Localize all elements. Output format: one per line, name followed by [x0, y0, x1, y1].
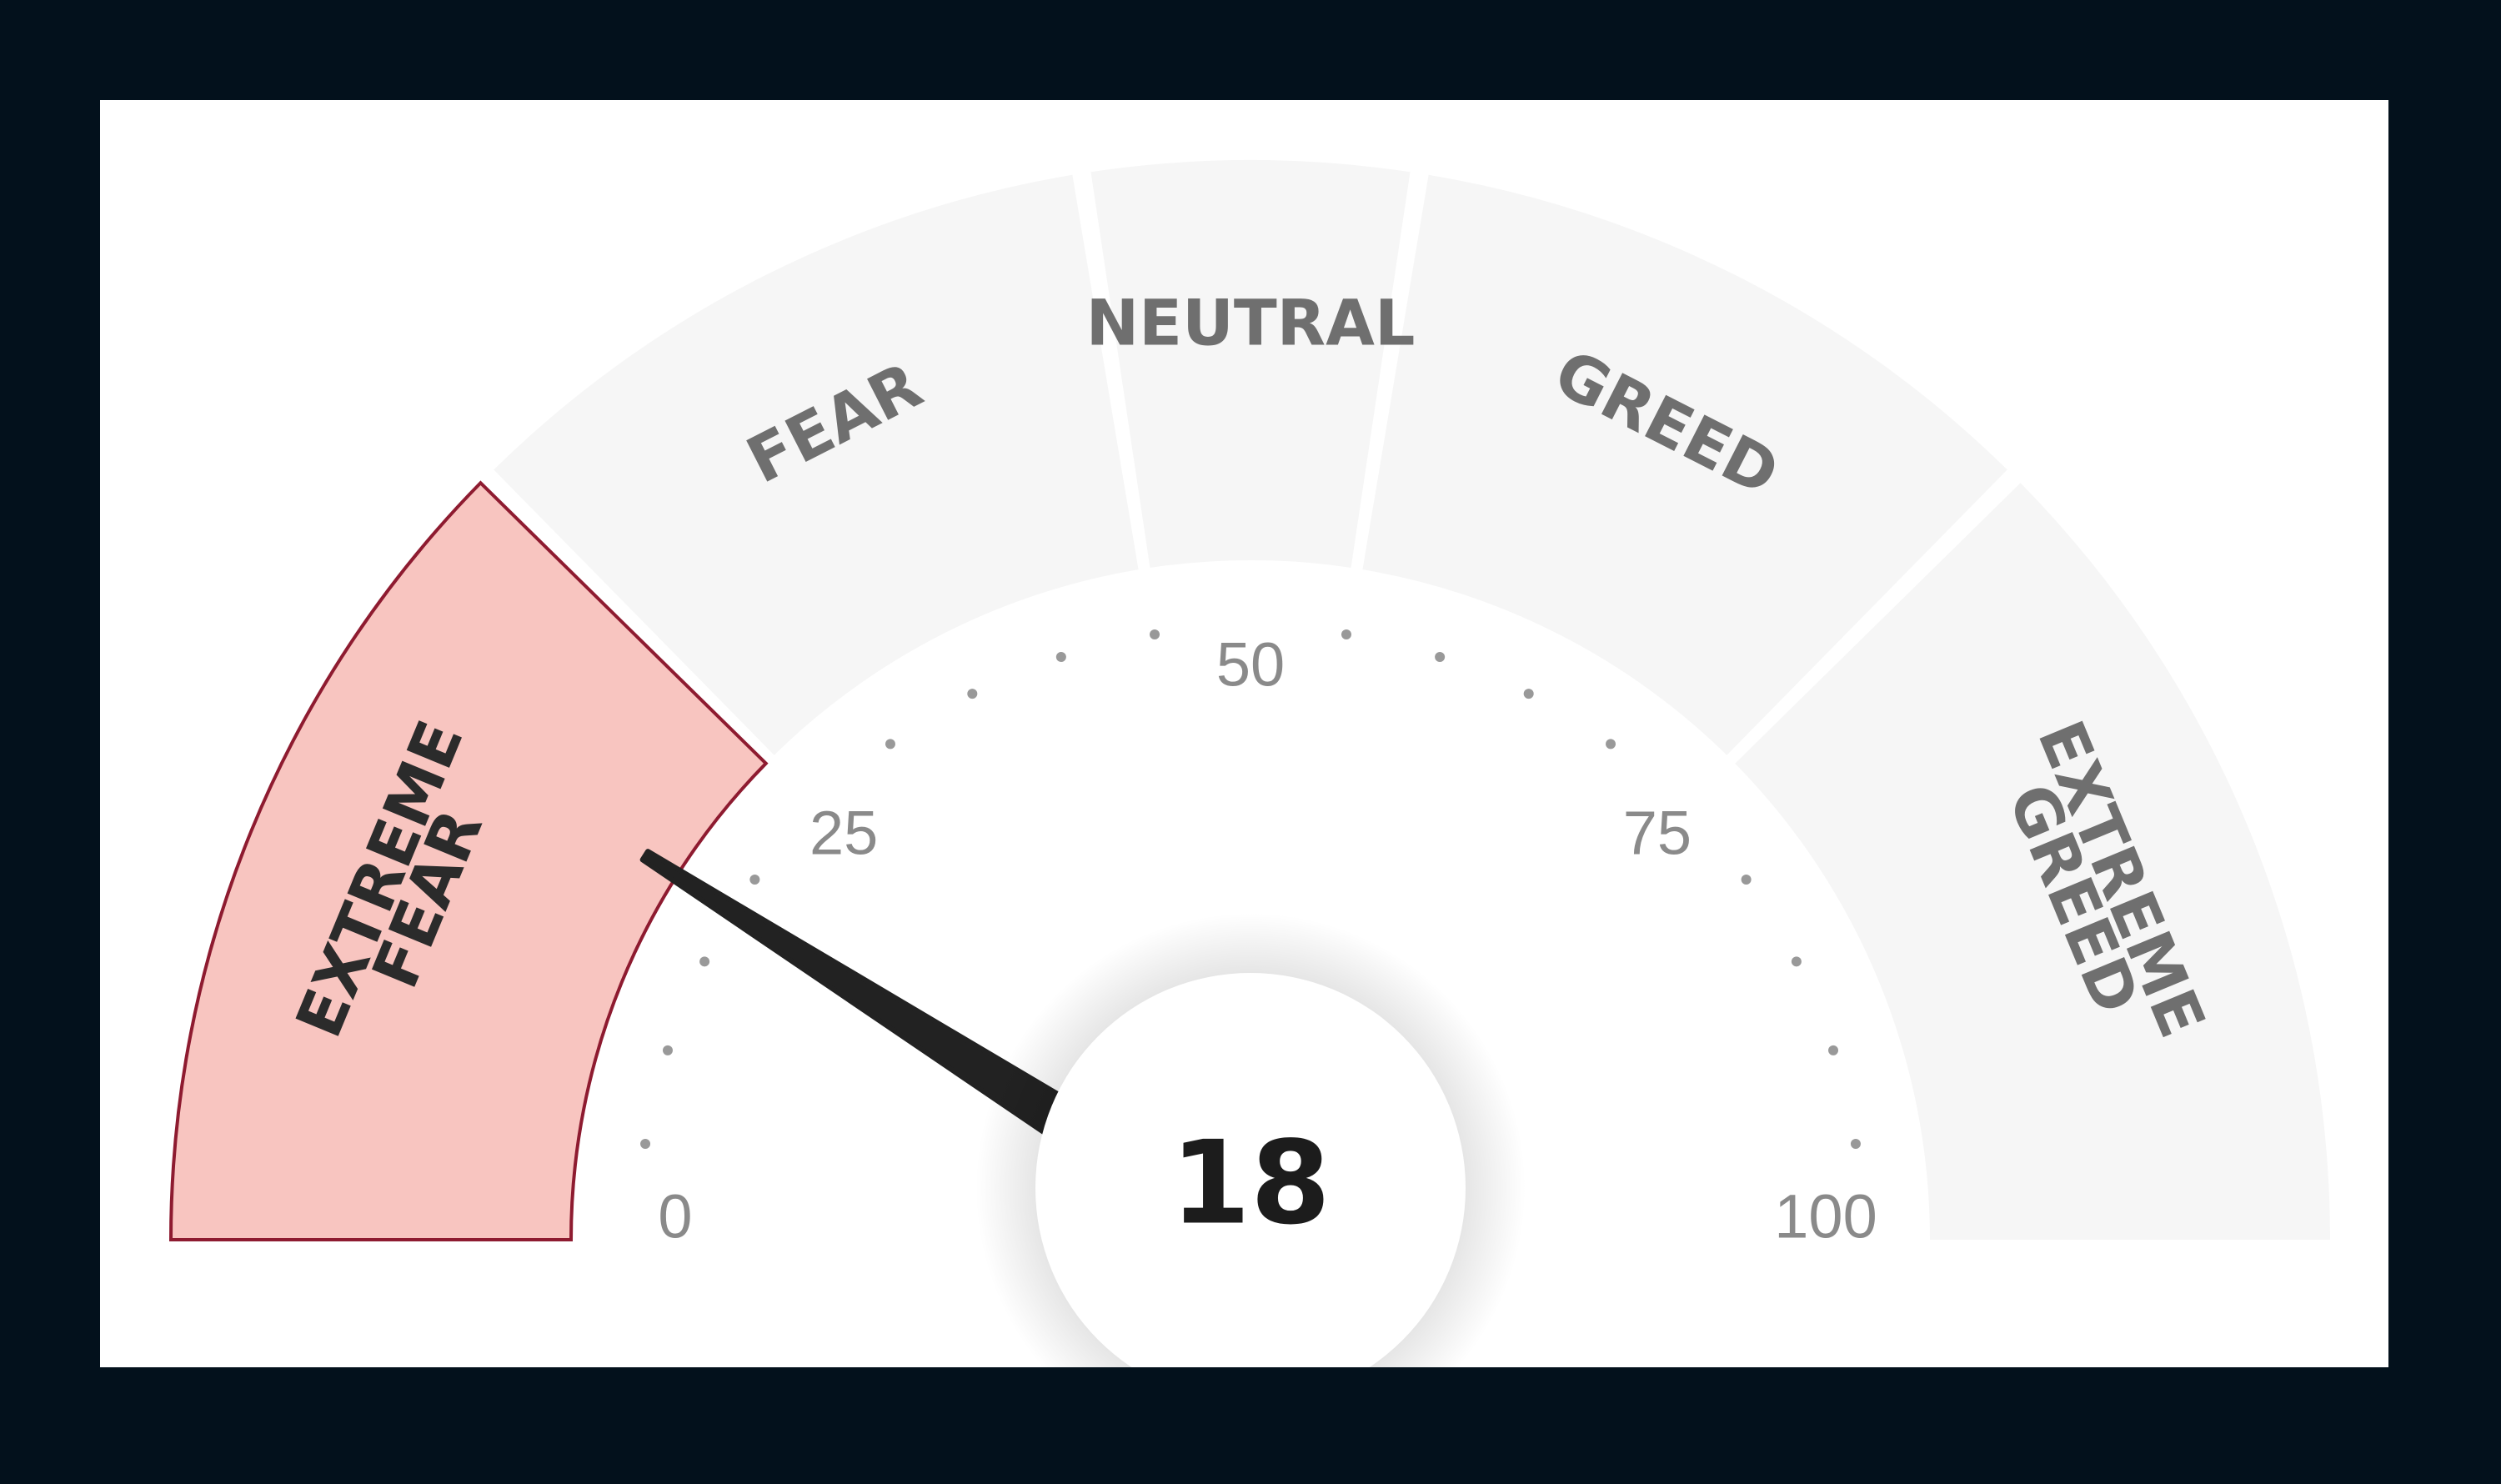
gauge-segment-neutral — [1090, 159, 1411, 568]
tick-dot-5 — [640, 1139, 651, 1150]
segment-label-neutral-line-1: NEUTRAL — [1086, 286, 1416, 360]
tick-dot-95 — [1850, 1139, 1861, 1150]
tick-dot-35 — [967, 689, 978, 699]
tick-dot-10 — [662, 1045, 673, 1055]
tick-dot-20 — [749, 874, 760, 885]
tick-dot-45 — [1150, 629, 1160, 640]
score-value: 18 — [1170, 1116, 1331, 1251]
tick-dot-30 — [885, 739, 895, 750]
tick-label-25: 25 — [809, 799, 878, 868]
gauge-segment-extreme-fear — [168, 480, 769, 1241]
tick-dot-85 — [1791, 956, 1802, 967]
tick-dot-90 — [1828, 1045, 1839, 1055]
tick-dot-65 — [1523, 689, 1534, 699]
tick-dot-55 — [1341, 629, 1351, 640]
tick-dot-80 — [1741, 874, 1752, 885]
tick-label-50: 50 — [1216, 630, 1285, 699]
tick-label-75: 75 — [1623, 799, 1692, 868]
tick-dot-60 — [1435, 651, 1446, 662]
gauge-segment-extreme-greed — [1735, 483, 2330, 1240]
tick-dot-15 — [699, 956, 710, 967]
tick-label-0: 0 — [658, 1182, 692, 1251]
gauge-segment-fear — [494, 174, 1139, 755]
hub-circle — [1035, 973, 1466, 1367]
tick-dot-70 — [1606, 739, 1616, 750]
tick-dot-40 — [1055, 651, 1066, 662]
tick-label-100: 100 — [1774, 1182, 1877, 1251]
gauge-segment-greed — [1362, 174, 2007, 755]
